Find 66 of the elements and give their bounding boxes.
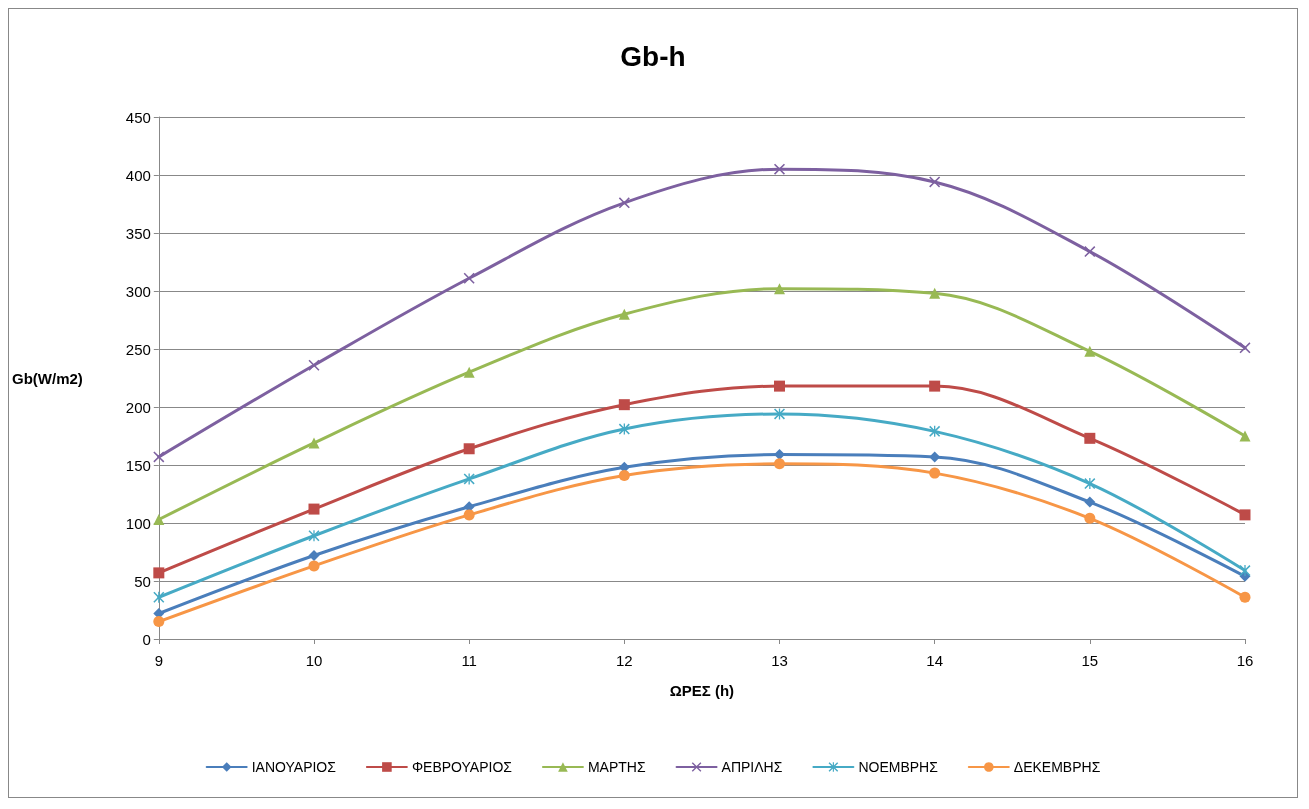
y-tick-label: 450 xyxy=(125,108,151,126)
legend-label: ΑΠΡΙΛΗΣ xyxy=(721,759,783,775)
legend-label: ΝΟΕΜΒΡΗΣ xyxy=(858,759,939,775)
point xyxy=(308,560,320,572)
y-tick-label: 150 xyxy=(125,456,151,474)
point xyxy=(153,591,165,603)
point xyxy=(463,366,475,378)
legend-label: ΔΕΚΕΜΒΡΗΣ xyxy=(1013,759,1101,775)
point xyxy=(463,509,475,521)
point xyxy=(153,567,165,579)
point xyxy=(308,359,320,371)
point xyxy=(618,399,630,411)
point xyxy=(463,473,475,485)
x-tick-label: 11 xyxy=(461,652,477,669)
point xyxy=(774,163,785,175)
point xyxy=(618,308,630,320)
point xyxy=(308,549,320,561)
point xyxy=(929,425,941,437)
point xyxy=(618,197,630,209)
point xyxy=(1239,509,1251,521)
y-tick-label: 300 xyxy=(125,282,151,300)
x-tick-label: 15 xyxy=(1081,652,1099,669)
point xyxy=(1084,246,1096,258)
point xyxy=(308,437,320,449)
x-tick-label: 13 xyxy=(771,652,788,669)
y-tick-label: 0 xyxy=(142,630,151,648)
x-tick-label: 9 xyxy=(154,652,163,669)
y-tick-label: 200 xyxy=(125,398,151,416)
point xyxy=(1084,432,1096,444)
point xyxy=(929,467,941,479)
y-axis-title: Gb(W/m2) xyxy=(12,369,83,387)
point xyxy=(774,283,785,295)
point xyxy=(774,458,785,470)
point xyxy=(308,530,320,542)
point xyxy=(1084,512,1096,524)
point xyxy=(929,380,941,392)
point xyxy=(1239,565,1251,577)
point xyxy=(463,443,475,455)
point xyxy=(153,451,165,463)
y-tick-label: 100 xyxy=(125,514,151,532)
point xyxy=(929,287,941,299)
point xyxy=(1084,496,1096,508)
y-tick-label: 250 xyxy=(125,340,151,358)
point xyxy=(929,176,941,188)
point xyxy=(463,272,475,284)
point xyxy=(153,514,165,526)
x-tick-label: 10 xyxy=(305,652,323,669)
x-tick-label: 16 xyxy=(1236,652,1254,669)
y-tick-label: 400 xyxy=(125,166,151,184)
point xyxy=(1084,345,1096,357)
point xyxy=(308,503,320,515)
legend-label: ΦΕΒΡΟΥΑΡΙΟΣ xyxy=(411,759,513,775)
point xyxy=(1239,342,1251,354)
legend-label: ΙΑΝΟΥΑΡΙΟΣ xyxy=(251,759,337,775)
y-tick-label: 50 xyxy=(134,572,151,590)
point xyxy=(1239,591,1251,603)
x-axis-title: ΩΡΕΣ (h) xyxy=(669,682,735,699)
x-tick-label: 14 xyxy=(926,652,944,669)
point xyxy=(1239,430,1251,442)
point xyxy=(618,469,630,481)
point xyxy=(153,616,165,628)
legend-label: ΜΑΡΤΗΣ xyxy=(587,759,646,775)
y-tick-label: 350 xyxy=(125,224,151,242)
point xyxy=(774,380,785,392)
chart-title: Gb-h xyxy=(620,40,686,72)
x-tick-label: 12 xyxy=(615,652,633,669)
